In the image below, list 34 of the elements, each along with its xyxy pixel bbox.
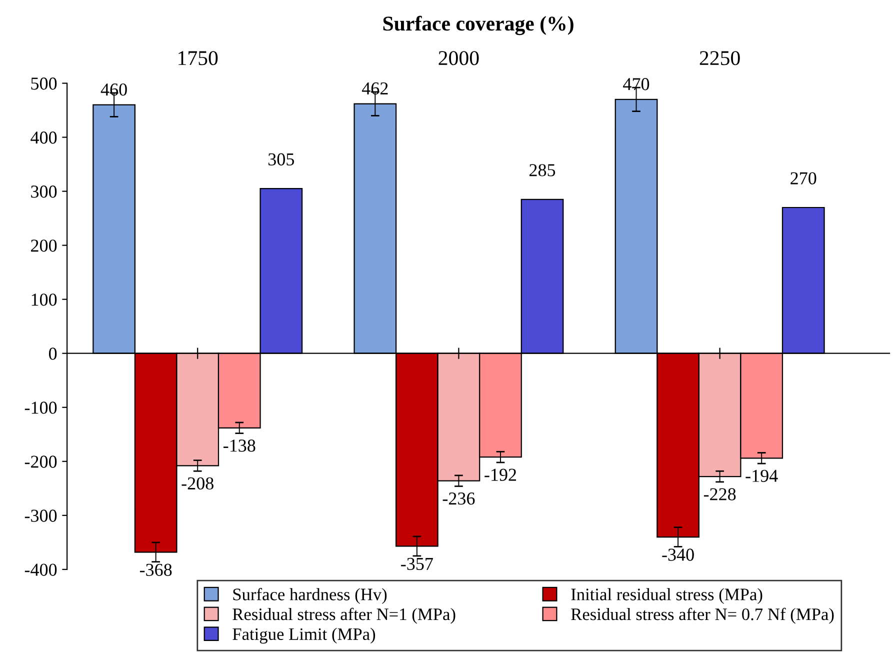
data-label: 305 xyxy=(268,153,294,166)
legend-label: Residual stress after N=1 (MPa) xyxy=(232,608,456,624)
x-tick-label: 1750 xyxy=(178,51,218,66)
y-tick-label: 300 xyxy=(31,186,57,198)
data-label: -236 xyxy=(442,492,475,505)
data-label: -138 xyxy=(224,440,256,452)
y-tick-label: 0 xyxy=(48,348,57,360)
data-label: -357 xyxy=(401,558,433,570)
data-label: 285 xyxy=(530,164,556,176)
x-tick-label: 2250 xyxy=(700,51,740,66)
data-label: -368 xyxy=(140,564,172,576)
data-label: -340 xyxy=(662,548,694,561)
y-tick-label: -400 xyxy=(24,564,57,576)
legend-label: Fatigue Limit (MPa) xyxy=(232,628,376,644)
legend-label: Initial residual stress (MPa) xyxy=(571,588,762,604)
y-tick-label: 500 xyxy=(31,78,57,90)
legend-label: Surface hardness (Hv) xyxy=(233,588,387,604)
data-label: 270 xyxy=(790,172,816,184)
legend-label: Residual stress after N= 0.7 Nf (MPa) xyxy=(571,608,834,624)
y-tick-label: -300 xyxy=(24,510,57,522)
data-label: 460 xyxy=(100,83,127,96)
data-label: -194 xyxy=(746,470,778,482)
y-tick-label: -100 xyxy=(24,402,57,414)
chart-title: Surface coverage (%) xyxy=(383,16,574,36)
y-tick-label: 200 xyxy=(31,240,57,252)
data-label: 462 xyxy=(362,82,388,95)
data-label: -208 xyxy=(182,477,214,490)
y-tick-label: 100 xyxy=(32,294,57,306)
x-tick-label: 2000 xyxy=(438,51,479,66)
data-label: -228 xyxy=(704,488,736,500)
y-tick-label: 400 xyxy=(30,132,57,144)
data-label: -192 xyxy=(484,468,516,481)
y-tick-label: -200 xyxy=(24,456,57,468)
data-label: 470 xyxy=(623,78,650,90)
